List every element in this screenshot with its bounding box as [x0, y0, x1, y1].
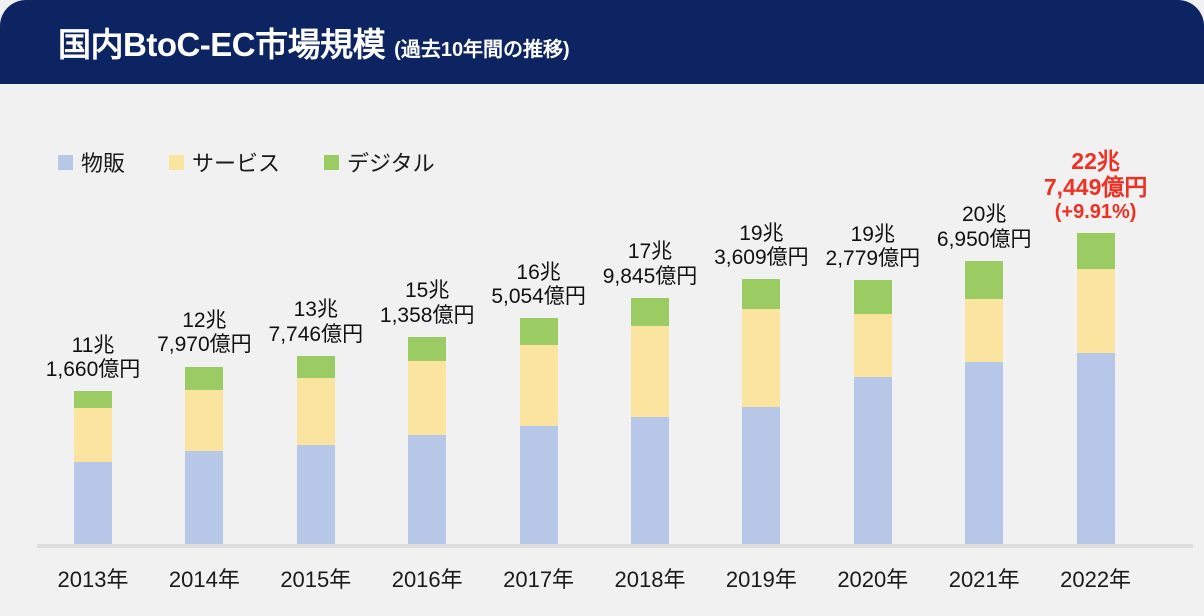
bar-segment-service[interactable] — [1076, 268, 1115, 353]
bar-stack[interactable] — [185, 366, 224, 544]
bar-stack[interactable] — [519, 318, 558, 544]
bar-segment-digital[interactable] — [74, 391, 112, 408]
bar-segment-service[interactable] — [742, 308, 781, 407]
bar-segment-goods[interactable] — [631, 416, 669, 544]
bar-segment-service[interactable] — [519, 344, 558, 427]
bar-segment-goods[interactable] — [519, 426, 558, 544]
bar-stack[interactable] — [74, 391, 112, 544]
page-subtitle: (過去10年間の推移) — [394, 39, 570, 61]
bar-segment-digital[interactable] — [742, 279, 781, 309]
title-banner-inner: 国内BtoC-EC市場規模 (過去10年間の推移) — [0, 18, 570, 66]
legend-label-service: サービス — [192, 151, 281, 176]
bar-stack[interactable] — [742, 279, 781, 544]
x-axis-tick-2021年: 2021年 — [948, 567, 1020, 592]
x-axis-tick-2016年: 2016年 — [391, 567, 463, 592]
x-axis-line — [37, 544, 1193, 548]
x-axis-tick-2015年: 2015年 — [280, 567, 352, 592]
legend-label-digital: デジタル — [347, 151, 435, 176]
chart-legend: 物販 サービス デジタル — [58, 146, 479, 178]
x-axis-tick-2022年: 2022年 — [1060, 567, 1132, 592]
bar-stack[interactable] — [1076, 233, 1115, 544]
bar-segment-goods[interactable] — [742, 406, 781, 544]
bar-segment-service[interactable] — [74, 407, 112, 463]
bar-stack[interactable] — [965, 261, 1004, 544]
legend-swatch-goods-icon — [58, 154, 73, 170]
bar-total-label: 13兆 7,746億円 — [268, 298, 364, 346]
bar-stack[interactable] — [296, 356, 335, 544]
bar-segment-digital[interactable] — [519, 318, 558, 345]
bar-segment-goods[interactable] — [965, 362, 1004, 544]
x-axis-tick-2013年: 2013年 — [57, 567, 129, 592]
bar-segment-digital[interactable] — [853, 280, 892, 315]
bar-segment-service[interactable] — [965, 298, 1004, 363]
bar-total-label: 17兆 9,845億円 — [602, 240, 698, 288]
bar-growth-label: (+9.91%) — [1054, 200, 1137, 223]
bar-segment-service[interactable] — [631, 325, 669, 417]
bar-group[interactable]: 19兆 3,609億円 — [705, 222, 817, 544]
bar-total-label: 12兆 7,970億円 — [157, 308, 252, 357]
bar-segment-goods[interactable] — [1076, 352, 1115, 544]
bar-segment-service[interactable] — [185, 389, 224, 451]
bar-group[interactable]: 13兆 7,746億円 — [260, 298, 372, 544]
bar-segment-goods[interactable] — [74, 462, 112, 544]
legend-item-goods: 物販 — [58, 146, 125, 178]
bar-group[interactable]: 11兆 1,660億円 — [37, 334, 149, 544]
bar-total-label: 11兆 1,660億円 — [45, 333, 141, 381]
bar-segment-goods[interactable] — [408, 434, 447, 544]
x-axis-tick-2014年: 2014年 — [168, 567, 240, 592]
bar-group[interactable]: 16兆 5,054億円 — [483, 261, 595, 544]
page-title: 国内BtoC-EC市場規模 — [58, 26, 386, 63]
x-axis-tick-labels: 2013年 2014年 2015年 2016年 2017年 2018年 2019年 2020年… — [0, 562, 1204, 602]
bar-segment-goods[interactable] — [853, 376, 892, 544]
chart-plot-area: 物販 サービス デジタル 11兆 1,660億円 12兆 7,970億円 13兆 7,74… — [0, 84, 1204, 616]
bar-segment-digital[interactable] — [965, 261, 1004, 299]
bar-total-label: 22兆 7,449億円 (+9.91%) — [1043, 147, 1148, 223]
bar-total-label: 15兆 1,358億円 — [379, 279, 475, 327]
x-axis-tick-2017年: 2017年 — [503, 567, 575, 592]
bar-group[interactable]: 15兆 1,358億円 — [371, 279, 483, 544]
x-axis-tick-2019年: 2019年 — [725, 567, 797, 592]
legend-item-service: サービス — [169, 146, 280, 178]
bar-stack[interactable] — [408, 337, 447, 544]
legend-swatch-service-icon — [169, 154, 185, 170]
x-axis-tick-2020年: 2020年 — [837, 567, 909, 592]
bar-stack[interactable] — [631, 298, 669, 544]
bar-group[interactable]: 19兆 2,779億円 — [817, 223, 929, 544]
bar-segment-digital[interactable] — [296, 356, 335, 378]
bar-segment-digital[interactable] — [185, 366, 224, 390]
bar-segment-digital[interactable] — [408, 337, 447, 362]
bar-segment-digital[interactable] — [631, 298, 669, 326]
legend-swatch-digital-icon — [324, 154, 340, 170]
bar-total-label: 16兆 5,054億円 — [491, 260, 586, 308]
x-axis-tick-2018年: 2018年 — [614, 567, 686, 592]
bar-total-label: 20兆 6,950億円 — [936, 203, 1032, 251]
bar-group[interactable]: 17兆 9,845億円 — [594, 240, 706, 544]
bar-total-label: 19兆 2,779億円 — [825, 222, 921, 271]
legend-item-digital: デジタル — [324, 146, 435, 178]
bar-total-label: 19兆 3,609億円 — [714, 221, 809, 269]
bar-group[interactable]: 22兆 7,449億円 (+9.91%) — [1040, 148, 1152, 544]
bar-segment-service[interactable] — [853, 314, 892, 377]
bar-stack[interactable] — [853, 280, 892, 544]
bar-group[interactable]: 12兆 7,970億円 — [148, 309, 260, 544]
bar-segment-digital[interactable] — [1076, 233, 1115, 269]
legend-label-goods: 物販 — [81, 151, 126, 176]
bar-segment-goods[interactable] — [185, 450, 224, 544]
title-banner: 国内BtoC-EC市場規模 (過去10年間の推移) — [0, 0, 1204, 84]
bar-segment-goods[interactable] — [296, 445, 335, 544]
bar-segment-service[interactable] — [408, 361, 447, 435]
bar-series-container: 11兆 1,660億円 12兆 7,970億円 13兆 7,746億円 15兆 1,358億円… — [0, 84, 1204, 616]
bar-group[interactable]: 20兆 6,950億円 — [928, 203, 1040, 544]
bar-segment-service[interactable] — [296, 378, 335, 446]
